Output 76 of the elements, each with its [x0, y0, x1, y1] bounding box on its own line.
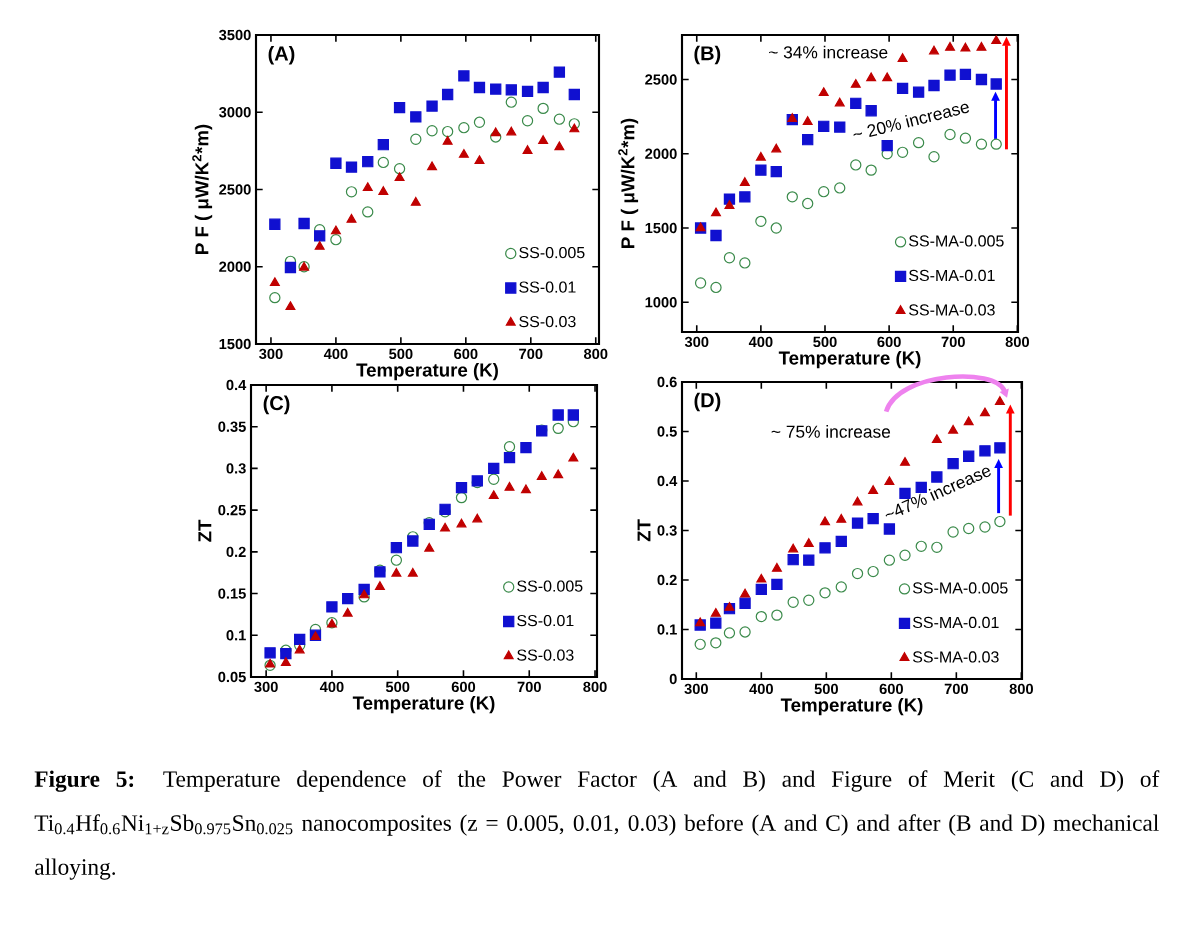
- y-tick-label: 0.1: [657, 624, 677, 635]
- x-tick-label: 300: [254, 681, 278, 693]
- legend-label: SS-MA-0.005: [909, 235, 1004, 247]
- x-tick-label: 500: [813, 336, 837, 348]
- y-axis-title: P F ( μW/K$^{2}$*m): [192, 124, 213, 254]
- legend-label: SS-MA-0.01: [909, 269, 995, 282]
- y-tick-label: 0.25: [218, 504, 246, 516]
- y-tick-label: 0: [669, 673, 677, 685]
- x-axis-title: Temperature (K): [780, 697, 923, 716]
- x-axis-title: Temperature (K): [778, 350, 921, 369]
- x-tick-label: 400: [749, 683, 773, 695]
- x-tick-label: 800: [1009, 683, 1033, 695]
- y-tick-label: 0.2: [226, 546, 246, 558]
- x-tick-label: 600: [879, 683, 903, 695]
- y-tick-label: 0.2: [657, 574, 677, 586]
- legend-label: SS-0.005: [517, 580, 583, 592]
- y-tick-label: 0.05: [218, 671, 246, 683]
- x-tick-label: 400: [319, 681, 344, 693]
- y-tick-label: 0.5: [657, 426, 677, 437]
- x-tick-label: 600: [454, 348, 478, 360]
- legend-label: SS-MA-0.01: [912, 616, 999, 629]
- x-tick-label: 300: [684, 683, 708, 695]
- legend-label: SS-0.005: [519, 246, 585, 259]
- legend-label: SS-0.01: [517, 614, 574, 627]
- x-tick-label: 500: [814, 683, 838, 695]
- chart-title: (C): [263, 395, 290, 415]
- y-tick-label: 1000: [645, 297, 677, 308]
- legend-label: SS-MA-0.03: [909, 304, 995, 316]
- x-tick-label: 800: [1005, 336, 1029, 348]
- y-tick-label: 0.3: [226, 463, 246, 474]
- x-tick-label: 600: [877, 336, 901, 348]
- x-tick-label: 400: [323, 348, 348, 360]
- y-tick-label: 0.15: [218, 588, 246, 599]
- y-tick-label: 0.1: [226, 630, 246, 641]
- legend-label: SS-MA-0.005: [912, 582, 1008, 594]
- y-axis-title: ZT: [637, 519, 651, 542]
- legend-label: SS-0.01: [519, 281, 576, 293]
- legend-label: SS-MA-0.03: [912, 651, 999, 663]
- x-tick-label: 700: [941, 336, 965, 348]
- legend-label: SS-0.03: [519, 315, 576, 328]
- x-axis-title: Temperature (K): [352, 695, 495, 714]
- y-tick-label: 3000: [219, 107, 251, 118]
- chart-title: (B): [694, 45, 721, 65]
- y-tick-label: 0.4: [226, 379, 247, 391]
- y-tick-label: 2000: [219, 261, 251, 272]
- y-tick-label: 0.6: [657, 376, 677, 388]
- y-tick-label: 0.3: [657, 525, 677, 536]
- y-tick-label: 0.4: [657, 475, 678, 487]
- annotation: ~ 20% increase: [853, 103, 970, 138]
- text: Figure 5: Temperature dependence of the Power Factor (A and B) and Figure of Merit (C and D) of Ti$_{0.4}$Hf$_{0.6}$Ni$_{1+z}$Sb$_{0.975}$Sn$_{0.025}$ nanocomposites (z = 0.005, 0.01, 0.03) before (A and C) and after (B and D) mechanical alloying.: [34, 770, 1160, 880]
- annotation: ~ 34% increase: [768, 45, 888, 59]
- y-tick-label: 3500: [219, 29, 251, 41]
- legend-label: SS-0.03: [517, 649, 574, 661]
- x-tick-label: 700: [519, 348, 543, 360]
- x-tick-label: 300: [684, 336, 709, 348]
- y-tick-label: 2500: [219, 184, 251, 195]
- y-axis-title: ZT: [198, 519, 212, 542]
- y-tick-label: 2000: [645, 148, 677, 159]
- text: (A): [268, 45, 295, 65]
- y-axis-title: P F ( μW/K$^{2}$*m): [618, 118, 639, 248]
- x-tick-label: 300: [259, 348, 283, 360]
- x-tick-label: 800: [583, 681, 607, 693]
- x-axis-title: Temperature (K): [356, 362, 498, 381]
- x-tick-label: 700: [517, 681, 541, 693]
- x-tick-label: 800: [583, 348, 608, 360]
- x-tick-label: 500: [389, 348, 413, 360]
- y-tick-label: 1500: [219, 338, 251, 350]
- y-tick-label: 0.35: [218, 421, 246, 432]
- annotation: ~ 75% increase: [771, 425, 891, 438]
- y-tick-label: 1500: [645, 222, 677, 234]
- y-tick-label: 2500: [645, 74, 677, 85]
- x-tick-label: 500: [385, 681, 410, 693]
- chart-title: (D): [694, 392, 721, 412]
- x-tick-label: 600: [451, 681, 476, 693]
- x-tick-label: 400: [748, 336, 773, 348]
- x-tick-label: 700: [944, 683, 968, 695]
